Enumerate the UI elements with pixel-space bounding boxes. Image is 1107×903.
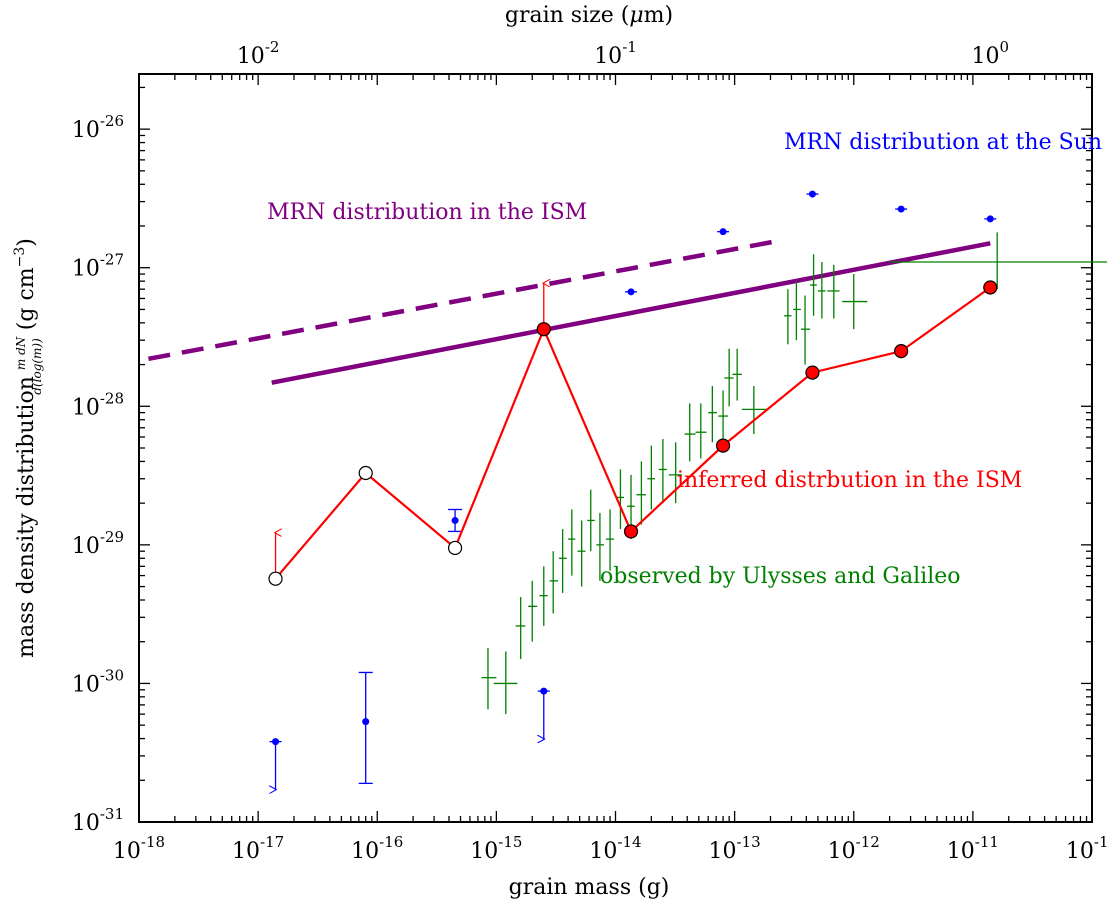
mrn-ism-solid-line bbox=[271, 241, 991, 385]
x-tick-label-base: 10 bbox=[1066, 839, 1094, 864]
mrn-sun-point bbox=[627, 288, 635, 296]
top-tick-label-exp: -1 bbox=[622, 38, 637, 56]
y-axis-label-unit-close: ) bbox=[14, 238, 39, 247]
y-axis-label-text: mass density distribution bbox=[14, 376, 39, 658]
y-tick-label: 10-30 bbox=[72, 666, 124, 697]
x-tick-label-base: 10 bbox=[709, 839, 737, 864]
y-tick-label-exp: -28 bbox=[100, 389, 124, 407]
y-tick-label: 10-29 bbox=[72, 528, 124, 559]
inferred-ism-point bbox=[623, 524, 639, 539]
inferred-ism-point bbox=[894, 344, 909, 359]
annotation-ulysses-galileo: observed by Ulysses and Galileo bbox=[600, 564, 961, 589]
x-tick-label-exp: -17 bbox=[260, 833, 284, 851]
inferred-ism-point bbox=[268, 571, 283, 586]
chart-labels: grain mass (g) grain size (μm) mass dens… bbox=[12, 3, 1102, 900]
annotation-mrn-ism: MRN distribution in the ISM bbox=[267, 200, 587, 225]
y-tick-label: 10-31 bbox=[72, 805, 124, 836]
top-tick-label-exp: -2 bbox=[265, 38, 280, 56]
mrn-sun-point bbox=[808, 190, 816, 198]
top-tick-label: 100 bbox=[972, 38, 1010, 69]
mrn-sun-point bbox=[540, 687, 548, 695]
inferred-ism-point bbox=[805, 365, 820, 380]
inferred-ism-point bbox=[358, 465, 373, 481]
y-tick-label-exp: -27 bbox=[100, 251, 124, 269]
x-tick-label: 10-12 bbox=[828, 833, 880, 864]
mrn-ism-dashed-line bbox=[148, 237, 783, 362]
top-tick-label-base: 10 bbox=[594, 44, 622, 69]
inferred-ism-point bbox=[536, 322, 551, 337]
x-tick-label: 10-17 bbox=[232, 833, 284, 864]
mrn-sun-point bbox=[451, 516, 459, 524]
y-tick-label-base: 10 bbox=[72, 811, 100, 836]
x-tick-label-base: 10 bbox=[589, 839, 617, 864]
x-tick-label-exp: -15 bbox=[498, 833, 522, 851]
axis-ticks: 10-18 10-17 10-16 10-15 10-14 10-13 10-12 10-11… bbox=[72, 38, 1107, 864]
y-tick-label-base: 10 bbox=[72, 395, 100, 420]
mrn-sun-point bbox=[897, 205, 905, 213]
mrn-sun-point bbox=[272, 738, 280, 746]
mrn-sun-point bbox=[362, 718, 370, 726]
inferred-ism-point bbox=[447, 540, 463, 556]
y-tick-label-exp: -26 bbox=[100, 112, 124, 130]
y-axis-label-unit-open: (g cm bbox=[14, 267, 39, 330]
x-tick-label-exp: -18 bbox=[141, 833, 165, 851]
top-axis-label: grain size (μm) bbox=[505, 3, 673, 28]
x-tick-label-base: 10 bbox=[351, 839, 379, 864]
y-axis-label: mass density distribution m dN d(log(m)) (g… bbox=[12, 238, 44, 658]
top-tick-label: 10-1 bbox=[594, 38, 637, 69]
y-tick-label-base: 10 bbox=[72, 534, 100, 559]
x-tick-label-exp: -13 bbox=[737, 833, 761, 851]
y-tick-label-exp: -31 bbox=[100, 805, 124, 823]
plot-frame bbox=[138, 73, 1093, 823]
x-tick-label-base: 10 bbox=[470, 839, 498, 864]
top-axis-label-part: m) bbox=[644, 3, 673, 28]
y-axis-label-group: mass density distribution m dN d(log(m)) (g… bbox=[12, 238, 44, 658]
annotation-mrn-sun: MRN distribution at the Sun bbox=[784, 130, 1102, 155]
x-tick-label: 10-15 bbox=[470, 833, 522, 864]
x-tick-label-base: 10 bbox=[232, 839, 260, 864]
plot-border bbox=[138, 73, 1093, 823]
y-tick-label: 10-28 bbox=[72, 389, 124, 420]
inferred-ism-point bbox=[715, 438, 731, 453]
y-tick-label: 10-26 bbox=[72, 112, 124, 143]
y-tick-label-exp: -30 bbox=[100, 666, 124, 684]
y-tick-label-exp: -29 bbox=[100, 528, 124, 546]
y-axis-label-numerator: m dN bbox=[14, 336, 28, 370]
x-tick-label: 10-13 bbox=[709, 833, 761, 864]
y-tick-label-base: 10 bbox=[72, 672, 100, 697]
x-tick-label-exp: -12 bbox=[856, 833, 880, 851]
y-axis-label-denominator: d(log(m)) bbox=[30, 338, 44, 395]
top-tick-label-base: 10 bbox=[237, 44, 265, 69]
x-axis-label: grain mass (g) bbox=[509, 875, 670, 900]
y-tick-label-base: 10 bbox=[72, 257, 100, 282]
x-tick-label-exp: -16 bbox=[379, 833, 403, 851]
annotation-inferred-ism: inferred distrbution in the ISM bbox=[677, 468, 1022, 493]
x-tick-label: 10-18 bbox=[113, 833, 165, 864]
y-axis-label-unit-exp: −3 bbox=[12, 247, 28, 268]
plot-data bbox=[148, 190, 1107, 790]
top-axis-label-part: μ bbox=[629, 3, 643, 28]
top-tick-label: 10-2 bbox=[237, 38, 280, 69]
top-tick-label-exp: 0 bbox=[1000, 38, 1010, 56]
y-tick-label: 10-27 bbox=[72, 251, 124, 282]
x-tick-label: 10-10 bbox=[1066, 833, 1107, 864]
x-tick-label: 10-14 bbox=[589, 833, 641, 864]
x-tick-label: 10-16 bbox=[351, 833, 403, 864]
x-tick-label-exp: -14 bbox=[617, 833, 641, 851]
x-tick-label-exp: -11 bbox=[975, 833, 999, 851]
x-tick-label: 10-11 bbox=[947, 833, 999, 864]
x-tick-label-base: 10 bbox=[113, 839, 141, 864]
x-tick-label-exp: -10 bbox=[1094, 833, 1107, 851]
top-tick-label-base: 10 bbox=[972, 44, 1000, 69]
mrn-sun-point bbox=[986, 215, 994, 223]
inferred-ism-point bbox=[983, 280, 998, 295]
x-tick-label-base: 10 bbox=[947, 839, 975, 864]
top-axis-label-part: grain size ( bbox=[505, 3, 629, 28]
y-tick-label-base: 10 bbox=[72, 118, 100, 143]
x-tick-label-base: 10 bbox=[828, 839, 856, 864]
mrn-sun-point bbox=[719, 228, 727, 236]
